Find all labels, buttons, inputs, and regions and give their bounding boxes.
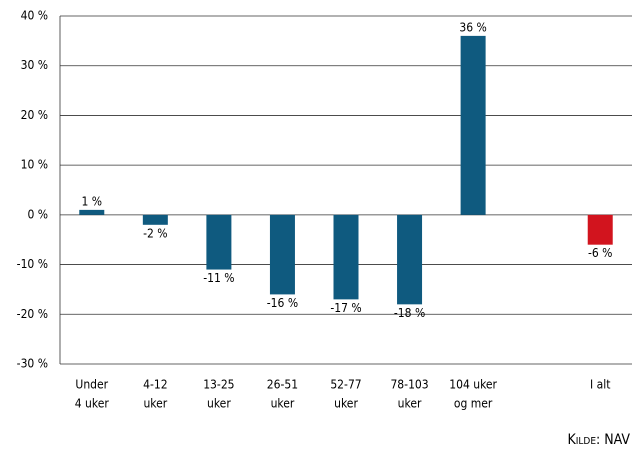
bar (142, 214, 168, 225)
value-label: -2 % (143, 226, 167, 240)
y-tick-label: -30 % (17, 357, 48, 371)
y-tick-label: 40 % (21, 9, 48, 23)
x-tick-label: Under (75, 378, 108, 392)
y-tick-label: -10 % (17, 257, 48, 271)
x-tick-label: og mer (454, 397, 493, 411)
bar (587, 214, 613, 245)
x-tick-label: uker (334, 397, 358, 411)
value-label: 36 % (459, 20, 486, 34)
value-label: -16 % (267, 296, 298, 310)
bar (460, 35, 486, 215)
x-tick-label: uker (207, 397, 231, 411)
x-tick-label: 4-12 (143, 378, 168, 392)
x-tick-label: 26-51 (267, 378, 298, 392)
bar (269, 214, 295, 295)
x-tick-label: 104 uker (449, 378, 497, 392)
x-tick-label: uker (398, 397, 422, 411)
y-tick-label: 0 % (27, 207, 48, 221)
bar (397, 214, 423, 305)
bar (79, 209, 105, 215)
y-tick-label: 20 % (21, 108, 48, 122)
value-label: -6 % (588, 246, 612, 260)
value-label: -18 % (394, 306, 425, 320)
bar (206, 214, 232, 270)
x-tick-label: uker (271, 397, 295, 411)
x-tick-label: I alt (590, 378, 610, 392)
y-tick-label: -20 % (17, 307, 48, 321)
value-label: -17 % (330, 301, 361, 315)
y-tick-label: 10 % (21, 158, 48, 172)
x-tick-label: uker (143, 397, 167, 411)
bar (333, 214, 359, 300)
y-tick-label: 30 % (21, 58, 48, 72)
x-tick-label: 78-103 (390, 378, 428, 392)
x-tick-label: 4 uker (75, 397, 110, 411)
source: Kilde: NAV (567, 432, 630, 448)
x-tick-label: 13-25 (203, 378, 234, 392)
value-label: 1 % (81, 194, 102, 208)
value-label: -11 % (203, 271, 234, 285)
x-tick-label: 52-77 (330, 378, 361, 392)
